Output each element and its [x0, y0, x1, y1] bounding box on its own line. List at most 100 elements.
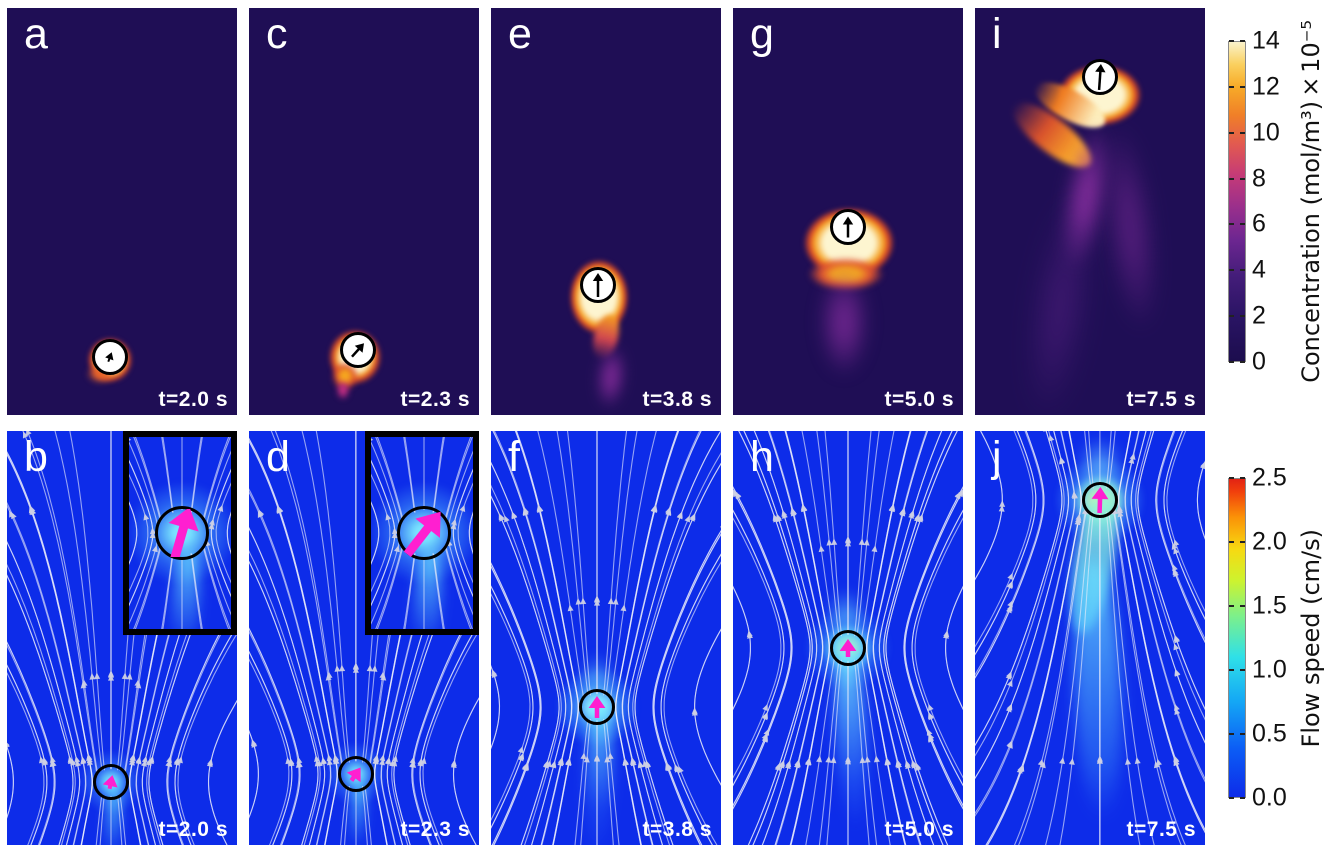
velocity-arrow-icon — [168, 509, 199, 557]
colorbar-tick-label: 2 — [1252, 301, 1266, 330]
tick-mark — [1240, 605, 1245, 607]
tick-mark — [1229, 477, 1234, 479]
tick-mark — [1229, 361, 1234, 363]
colorbar-flow-speed-label: Flow speed (cm/s) — [1297, 528, 1325, 748]
tick-mark — [1229, 131, 1234, 134]
tick-mark — [1229, 605, 1234, 607]
particle-marker — [155, 506, 210, 560]
zoom-inset — [123, 431, 237, 635]
tick-mark — [1240, 177, 1245, 180]
particle-marker — [579, 689, 616, 726]
time-label: t=2.3 s — [400, 388, 470, 411]
field-glow — [592, 343, 630, 411]
colorbar-concentration: Concentration (mol/m³)×10⁻⁵ 14 12 10 8 6 4 2 0 — [1228, 20, 1332, 383]
panel-letter: g — [750, 10, 774, 58]
tick-mark — [1240, 315, 1245, 318]
panel-f-flow: f t=3.8 s — [491, 431, 721, 845]
particle-marker — [92, 764, 129, 801]
time-label: t=3.8 s — [642, 388, 712, 411]
streamlines-layer — [491, 431, 721, 845]
panel-a-concentration: a t=2.0 s — [7, 8, 237, 415]
tick-mark — [1240, 85, 1245, 88]
field-glow — [336, 379, 351, 400]
tick-mark — [1229, 40, 1234, 42]
panel-e-concentration: e t=3.8 s — [491, 8, 721, 415]
panel-h-flow: h t=5.0 s — [733, 431, 963, 845]
field-glow — [1016, 189, 1104, 415]
time-label: t=7.5 s — [1126, 818, 1196, 841]
colorbar-tick-label: 0.5 — [1252, 719, 1287, 748]
colorbar-tick-label: 0.0 — [1252, 783, 1287, 812]
time-label: t=3.8 s — [642, 818, 712, 841]
tick-mark — [1229, 669, 1234, 671]
tick-mark — [1240, 223, 1245, 226]
velocity-arrow-icon — [839, 638, 857, 657]
colorbar-flow-speed-labelwrap: Flow speed (cm/s) — [1294, 478, 1328, 798]
velocity-arrow-icon — [346, 767, 361, 783]
panel-b-flow: b t=2.0 s — [7, 431, 237, 845]
particle-marker — [397, 506, 452, 560]
time-label: t=2.0 s — [158, 388, 228, 411]
panel-letter: e — [508, 10, 532, 58]
tick-mark — [1240, 40, 1245, 42]
colorbar-tick-label: 2.5 — [1252, 463, 1287, 492]
panel-letter: i — [992, 10, 1002, 58]
panel-letter: d — [266, 433, 290, 481]
colorbar-tick-label: 1.0 — [1252, 655, 1287, 684]
tick-mark — [1229, 177, 1234, 180]
tick-mark — [1240, 131, 1245, 134]
panel-letter: j — [992, 433, 1002, 481]
tick-mark — [1229, 797, 1234, 799]
particle-marker — [340, 331, 377, 368]
colorbar-flow-speed-gradient — [1228, 478, 1246, 798]
field-glow — [1003, 92, 1101, 179]
orientation-arrow-icon — [351, 343, 365, 358]
tick-mark — [1229, 733, 1234, 735]
orientation-arrow-icon — [842, 216, 854, 238]
tick-mark — [1240, 477, 1245, 479]
field-glow — [818, 266, 870, 377]
colorbar-tick-label: 14 — [1252, 26, 1280, 55]
colorbar-tick-label: 6 — [1252, 209, 1266, 238]
colorbar-tick-label: 10 — [1252, 118, 1280, 147]
panel-letter: c — [266, 10, 288, 58]
field-glow — [588, 311, 624, 363]
colorbar-concentration-labelwrap: Concentration (mol/m³)×10⁻⁵ — [1294, 20, 1328, 383]
streamlines-layer — [249, 431, 479, 845]
colorbar-concentration-label: Concentration (mol/m³)×10⁻⁵ — [1297, 20, 1325, 383]
panel-letter: f — [508, 433, 520, 481]
orientation-arrow-icon — [592, 273, 604, 298]
particle-marker — [830, 629, 866, 666]
particle-marker — [1081, 482, 1118, 519]
panel-i-concentration: i t=7.5 s — [975, 8, 1205, 415]
velocity-arrow-icon — [588, 696, 606, 719]
tick-mark — [1240, 733, 1245, 735]
colorbar-tick-label: 1.5 — [1252, 591, 1287, 620]
tick-mark — [1229, 541, 1234, 543]
colorbar-tick-label: 2.0 — [1252, 527, 1287, 556]
panel-letter: h — [750, 433, 774, 481]
time-label: t=5.0 s — [884, 818, 954, 841]
velocity-arrow-icon — [102, 775, 118, 790]
particle-marker — [337, 756, 374, 793]
particle-marker — [830, 208, 866, 245]
colorbar-tick-label: 8 — [1252, 164, 1266, 193]
field-glow — [1092, 119, 1168, 335]
tick-mark — [1240, 669, 1245, 671]
particle-marker — [579, 267, 616, 304]
particle-marker — [92, 339, 129, 376]
zoom-inset — [365, 431, 479, 635]
tick-mark — [1240, 797, 1245, 799]
velocity-arrow-icon — [403, 511, 441, 557]
orientation-arrow-icon — [1095, 64, 1106, 91]
colorbar-tick-label: 4 — [1252, 255, 1266, 284]
time-label: t=2.3 s — [400, 818, 470, 841]
tick-mark — [1229, 269, 1234, 272]
tick-mark — [1229, 85, 1234, 88]
time-label: t=2.0 s — [158, 818, 228, 841]
colorbar-tick-label: 12 — [1252, 72, 1280, 101]
panel-letter: a — [24, 10, 48, 58]
time-label: t=7.5 s — [1126, 388, 1196, 411]
tick-mark — [1229, 223, 1234, 226]
